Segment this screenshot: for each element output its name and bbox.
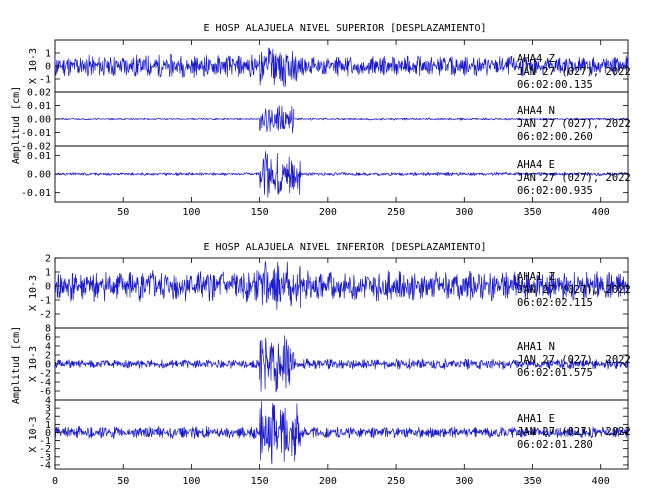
y-tick-label: 0.00	[27, 170, 51, 181]
trace-annotation: JAN 27 (027), 2022	[517, 284, 631, 296]
seismic-trace	[54, 260, 629, 310]
y-tick-label: 1	[45, 268, 51, 279]
x-tick-label: 150	[251, 476, 269, 487]
y-tick-label: 0	[45, 360, 51, 371]
y-tick-label: 1	[45, 49, 51, 60]
y-tick-label: 0	[45, 282, 51, 293]
trace-annotation: JAN 27 (027), 2022	[517, 172, 631, 184]
trace-annotation: 06:02:02.115	[517, 297, 593, 309]
y-tick-label: -1	[39, 436, 51, 447]
y-tick-label: -1	[39, 296, 51, 307]
y-tick-label: 0.00	[27, 115, 51, 126]
scale-label: X 10-3	[28, 275, 39, 311]
y-tick-label: 2	[45, 412, 51, 423]
x-tick-label: 400	[592, 207, 610, 218]
seismic-trace	[55, 105, 629, 134]
y-tick-label: -2	[39, 444, 51, 455]
chart-title-inferior: E HOSP ALAJUELA NIVEL INFERIOR [DESPLAZA…	[204, 242, 487, 253]
y-tick-label: 8	[45, 324, 51, 335]
trace-annotation: 06:02:00.135	[517, 79, 593, 91]
x-tick-label: 0	[52, 476, 58, 487]
y-tick-label: -6	[39, 387, 51, 398]
y-tick-label: 0	[45, 62, 51, 73]
trace-annotation: 06:02:00.260	[517, 131, 593, 143]
y-tick-label: -0.01	[21, 128, 51, 139]
x-tick-label: 50	[117, 476, 129, 487]
y-tick-label: 4	[45, 342, 51, 353]
y-tick-label: -0.01	[21, 188, 51, 199]
x-tick-label: 100	[182, 476, 200, 487]
trace-annotation: AHA4 N	[517, 105, 555, 117]
y-tick-label: 2	[45, 254, 51, 265]
x-tick-label: 350	[523, 207, 541, 218]
seismic-trace	[54, 400, 629, 465]
trace-annotation: JAN 27 (027), 2022	[517, 66, 631, 78]
x-tick-label: 200	[319, 476, 337, 487]
y-tick-label: 0.02	[27, 88, 51, 99]
trace-annotation: 06:02:01.575	[517, 367, 593, 379]
y-tick-label: -4	[39, 378, 51, 389]
x-tick-label: 300	[455, 476, 473, 487]
seismic-trace	[54, 151, 629, 198]
trace-annotation: AHA1 E	[517, 413, 555, 425]
chart-title-superior: E HOSP ALAJUELA NIVEL SUPERIOR [DESPLAZA…	[204, 23, 487, 34]
x-tick-label: 350	[523, 476, 541, 487]
trace-annotation: AHA1 Z	[517, 271, 555, 283]
y-tick-label: 1	[45, 420, 51, 431]
scale-label: X 10-3	[28, 416, 39, 452]
y-tick-label: 0.01	[27, 101, 51, 112]
x-tick-label: 200	[319, 207, 337, 218]
scale-label: X 10-3	[28, 48, 39, 84]
scale-label: X 10-3	[28, 346, 39, 382]
trace-annotation: 06:02:00.935	[517, 185, 593, 197]
trace-annotation: AHA4 Z	[517, 53, 555, 65]
trace-annotation: JAN 27 (027), 2022	[517, 426, 631, 438]
x-tick-label: 400	[592, 476, 610, 487]
trace-annotation: 06:02:01.280	[517, 439, 593, 451]
x-tick-label: 250	[387, 207, 405, 218]
trace-annotation: JAN 27 (027), 2022	[517, 118, 631, 130]
y-tick-label: -1	[39, 75, 51, 86]
x-tick-label: 150	[251, 207, 269, 218]
x-tick-label: 100	[182, 207, 200, 218]
y-tick-label: -3	[39, 452, 51, 463]
x-tick-label: 300	[455, 207, 473, 218]
y-tick-label: 2	[45, 351, 51, 362]
seismic-trace	[54, 335, 629, 393]
y-axis-label-inferior: Amplitud [cm]	[11, 326, 22, 404]
y-tick-label: 0	[45, 428, 51, 439]
y-tick-label: 4	[45, 396, 51, 407]
y-axis-label-superior: Amplitud [cm]	[11, 86, 22, 164]
y-tick-label: -0.02	[21, 142, 51, 153]
y-tick-label: -2	[39, 369, 51, 380]
y-tick-label: 6	[45, 333, 51, 344]
trace-annotation: AHA4 E	[517, 159, 555, 171]
y-tick-label: 3	[45, 404, 51, 415]
x-tick-label: 250	[387, 476, 405, 487]
trace-annotation: AHA1 N	[517, 341, 555, 353]
x-tick-label: 50	[117, 207, 129, 218]
y-tick-label: -4	[39, 460, 51, 471]
trace-annotation: JAN 27 (027), 2022	[517, 354, 631, 366]
seismic-trace	[54, 47, 629, 88]
y-tick-label: 0.01	[27, 151, 51, 162]
y-tick-label: -2	[39, 310, 51, 321]
